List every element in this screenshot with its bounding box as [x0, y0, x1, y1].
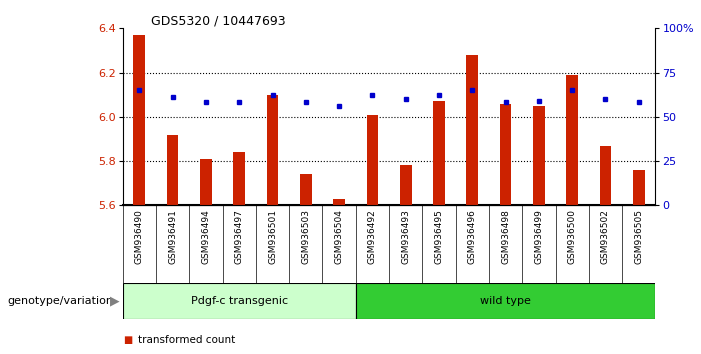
Text: GDS5320 / 10447693: GDS5320 / 10447693: [151, 14, 285, 27]
Text: genotype/variation: genotype/variation: [7, 296, 113, 306]
Text: GSM936502: GSM936502: [601, 209, 610, 264]
Text: GSM936505: GSM936505: [634, 209, 644, 264]
Bar: [123, 283, 356, 319]
Bar: [266, 95, 278, 205]
Bar: [533, 106, 545, 205]
Text: GSM936498: GSM936498: [501, 209, 510, 264]
Bar: [300, 174, 312, 205]
Bar: [633, 170, 645, 205]
Bar: [500, 104, 512, 205]
Text: Pdgf-c transgenic: Pdgf-c transgenic: [191, 296, 288, 306]
Bar: [566, 75, 578, 205]
Text: ■: ■: [123, 335, 132, 345]
Bar: [333, 199, 345, 205]
Bar: [433, 101, 445, 205]
Text: GSM936493: GSM936493: [401, 209, 410, 264]
Text: GSM936490: GSM936490: [135, 209, 144, 264]
Text: GSM936492: GSM936492: [368, 209, 377, 264]
Text: GSM936499: GSM936499: [534, 209, 543, 264]
Text: GSM936494: GSM936494: [201, 209, 210, 264]
Text: GSM936501: GSM936501: [268, 209, 277, 264]
Bar: [599, 145, 611, 205]
Bar: [356, 283, 655, 319]
Text: GSM936500: GSM936500: [568, 209, 577, 264]
Bar: [466, 55, 478, 205]
Text: GSM936495: GSM936495: [435, 209, 444, 264]
Bar: [367, 115, 379, 205]
Bar: [400, 165, 411, 205]
Text: GSM936497: GSM936497: [235, 209, 244, 264]
Text: wild type: wild type: [480, 296, 531, 306]
Text: GSM936503: GSM936503: [301, 209, 311, 264]
Bar: [233, 152, 245, 205]
Text: GSM936504: GSM936504: [334, 209, 343, 264]
Text: transformed count: transformed count: [138, 335, 236, 345]
Bar: [133, 35, 145, 205]
Text: GSM936496: GSM936496: [468, 209, 477, 264]
Bar: [167, 135, 179, 205]
Bar: [200, 159, 212, 205]
Text: GSM936491: GSM936491: [168, 209, 177, 264]
Text: ▶: ▶: [109, 295, 119, 307]
